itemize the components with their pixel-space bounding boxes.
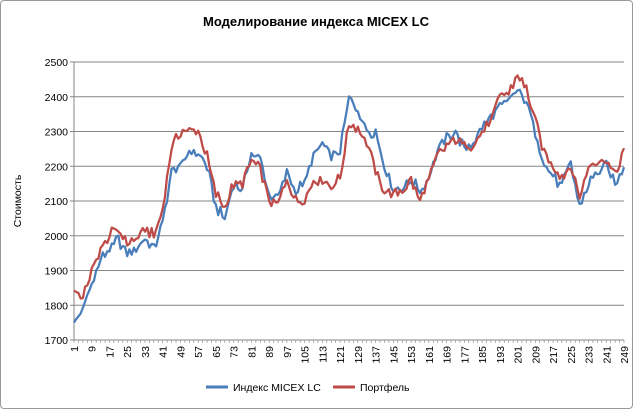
x-tick-label-137: 137 xyxy=(371,346,383,364)
x-tick-label-225: 225 xyxy=(566,346,578,364)
x-tick-label-113: 113 xyxy=(317,346,329,363)
x-tick-label-201: 201 xyxy=(513,346,525,364)
gridlines xyxy=(73,61,624,341)
y-tick-label-2100: 2100 xyxy=(45,196,69,208)
y-tick-label-1700: 1700 xyxy=(45,335,69,347)
x-tick-label-57: 57 xyxy=(193,346,205,358)
x-tick-label-33: 33 xyxy=(140,346,152,358)
x-tick-label-41: 41 xyxy=(158,346,170,358)
x-tick-label-65: 65 xyxy=(211,346,223,358)
x-tick-label-1: 1 xyxy=(69,346,81,352)
x-tick-label-17: 17 xyxy=(104,346,116,358)
series-line-0 xyxy=(73,88,626,324)
x-tick-label-129: 129 xyxy=(353,346,365,364)
y-tick-label-2000: 2000 xyxy=(45,231,69,243)
x-tick-label-169: 169 xyxy=(442,346,454,364)
x-tick-label-241: 241 xyxy=(601,346,613,364)
x-tick-label-153: 153 xyxy=(406,346,418,364)
y-tick-label-2300: 2300 xyxy=(45,127,69,139)
x-tick-label-73: 73 xyxy=(229,346,241,358)
x-tick-label-121: 121 xyxy=(335,346,347,364)
x-tick-label-193: 193 xyxy=(495,346,507,364)
x-tick-label-185: 185 xyxy=(477,346,489,364)
x-tick-label-97: 97 xyxy=(282,346,294,358)
series-lines xyxy=(73,74,626,324)
x-tick-label-105: 105 xyxy=(300,346,312,364)
x-tick-label-145: 145 xyxy=(388,346,400,364)
x-tick-label-25: 25 xyxy=(122,346,134,358)
legend: Индекс MICEX LC Портфель xyxy=(206,382,410,394)
x-tick-label-249: 249 xyxy=(619,346,631,364)
x-tick-label-217: 217 xyxy=(548,346,560,364)
y-tick-label-2500: 2500 xyxy=(45,57,69,69)
x-tick-label-9: 9 xyxy=(87,346,99,352)
x-tick-label-89: 89 xyxy=(264,346,276,358)
x-axis-ticks: 1 9 17 25 33 41 49 57 65 73 81 89 97 105 113 121 129 137 1… xyxy=(69,340,631,364)
y-tick-label-1900: 1900 xyxy=(45,266,69,278)
y-axis-ticks: 1700 1800 1900 2000 2100 2200 2300 2400 2500 xyxy=(45,57,74,347)
y-axis-label: Стоимость xyxy=(12,174,24,227)
y-tick-label-1800: 1800 xyxy=(45,300,69,312)
x-tick-label-49: 49 xyxy=(175,346,187,358)
legend-label-1: Портфель xyxy=(360,382,410,394)
x-tick-label-161: 161 xyxy=(424,346,436,364)
x-tick-label-177: 177 xyxy=(459,346,471,364)
series-line-1 xyxy=(73,74,626,300)
y-tick-label-2200: 2200 xyxy=(45,161,69,173)
y-tick-label-2400: 2400 xyxy=(45,92,69,104)
legend-label-0: Индекс MICEX LC xyxy=(233,382,321,394)
chart-title: Моделирование индекса MICEX LC xyxy=(203,14,430,29)
x-tick-label-81: 81 xyxy=(246,346,258,358)
x-tick-label-233: 233 xyxy=(584,346,596,364)
x-tick-label-209: 209 xyxy=(530,346,542,364)
